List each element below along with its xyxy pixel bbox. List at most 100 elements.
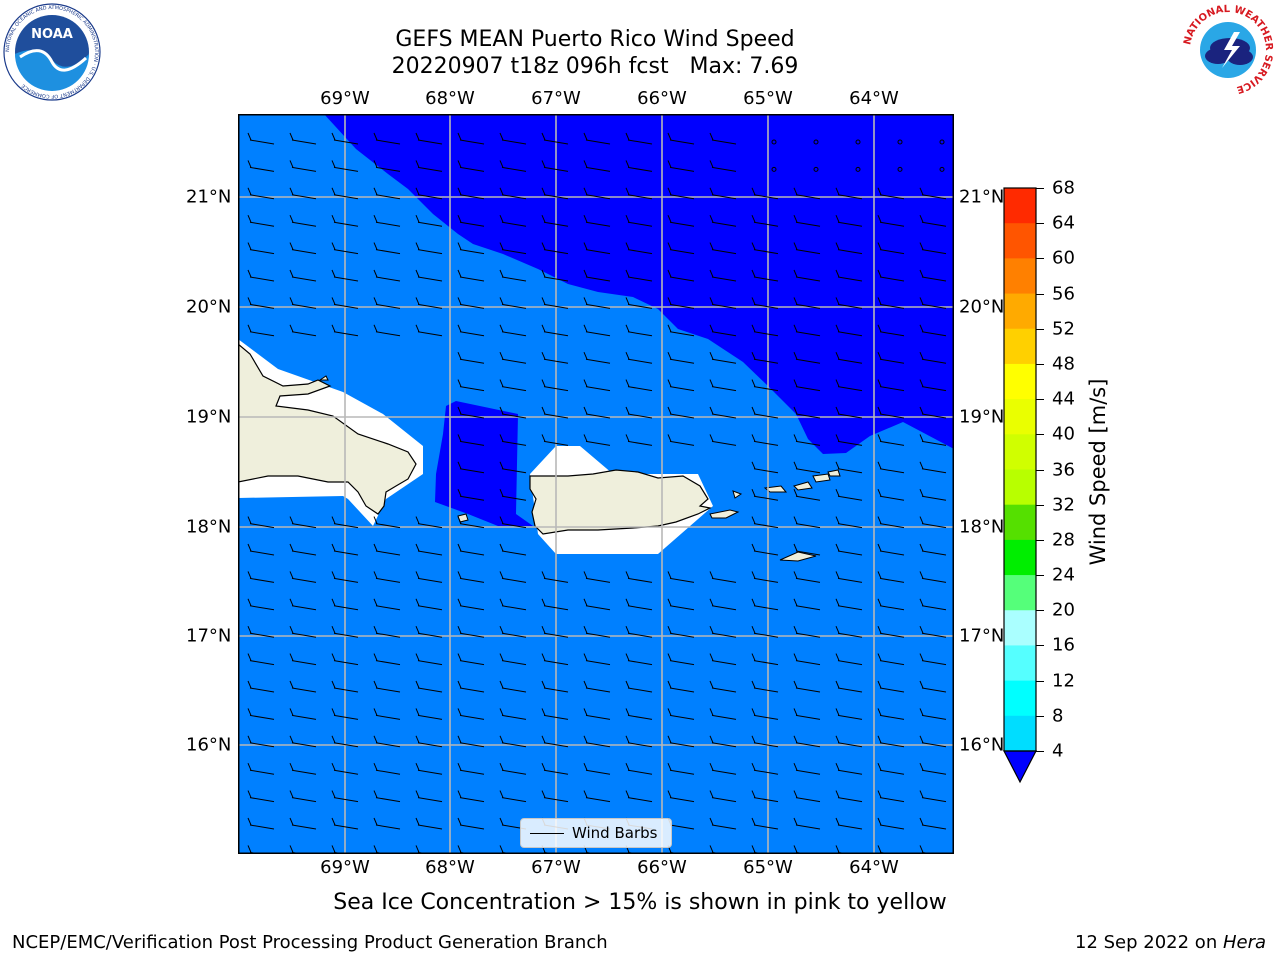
colorbar-tick-mark <box>1036 575 1044 577</box>
lon-label-top: 68°W <box>425 88 475 109</box>
land-small-island <box>793 481 813 491</box>
wind-barb <box>835 516 863 529</box>
wind-barb <box>331 763 359 775</box>
wind-barb <box>415 653 443 666</box>
wind-barb <box>919 489 947 501</box>
wind-barb <box>919 379 947 392</box>
colorbar-block <box>1004 293 1036 330</box>
wind-barb <box>835 461 863 474</box>
wind-barb <box>457 242 485 255</box>
wind-barb <box>541 680 569 693</box>
wind-barb <box>667 242 695 255</box>
colorbar-tick-label: 8 <box>1052 705 1064 727</box>
wind-barb <box>499 543 527 556</box>
wind-barb <box>247 516 275 529</box>
wind-barb <box>415 763 443 775</box>
wind-barb <box>793 434 821 446</box>
wind-barb <box>541 187 569 200</box>
wind-barb <box>247 817 275 830</box>
wind-barb <box>919 242 947 255</box>
chart-title-line-2: 20220907 t18z 096h fcst Max: 7.69 <box>391 54 799 79</box>
wind-barb <box>667 790 695 803</box>
wind-barb <box>583 571 611 583</box>
wind-barb <box>877 598 905 611</box>
wind-barb <box>919 626 947 638</box>
wind-barb <box>415 215 443 227</box>
wind-barb <box>247 763 275 775</box>
wind-barb <box>835 735 863 748</box>
wind-barb <box>813 166 819 172</box>
wind-barb <box>415 598 443 611</box>
wind-barb <box>247 215 275 227</box>
wind-barb <box>499 406 527 419</box>
wind-barb <box>625 571 653 583</box>
wind-barb <box>373 817 401 830</box>
wind-barb <box>247 297 275 309</box>
colorbar-tick-label: 32 <box>1052 494 1075 516</box>
wind-barb <box>541 297 569 309</box>
wind-barb <box>751 763 779 775</box>
wind-barb <box>289 543 317 556</box>
wind-barb <box>499 269 527 282</box>
wind-barb <box>457 790 485 803</box>
wind-barb <box>373 571 401 583</box>
wind-barb <box>541 242 569 255</box>
wind-barb <box>541 434 569 446</box>
wind-barb <box>751 708 779 720</box>
wind-barb <box>751 626 779 638</box>
land-small-island <box>827 469 841 477</box>
colorbar-tick-mark <box>1036 328 1044 330</box>
wind-barb <box>415 626 443 638</box>
wind-barb <box>709 269 737 282</box>
wind-barb <box>541 790 569 803</box>
wind-barb <box>499 434 527 446</box>
wind-barb <box>709 708 737 720</box>
wind-barb <box>499 653 527 666</box>
wind-barb <box>667 653 695 666</box>
wind-barb <box>499 132 527 145</box>
wind-barb <box>625 269 653 282</box>
wind-barb <box>415 571 443 583</box>
wind-barb <box>751 461 779 474</box>
wind-barb <box>625 215 653 227</box>
wind-barb <box>415 297 443 309</box>
wind-barb <box>919 324 947 337</box>
colorbar-block <box>1004 504 1036 541</box>
wind-barb <box>541 653 569 666</box>
wind-barb <box>919 543 947 556</box>
lat-label-right: 18°N <box>959 516 1005 538</box>
wind-barb <box>877 763 905 775</box>
lat-label-right: 16°N <box>959 734 1005 756</box>
legend-label: Wind Barbs <box>572 824 658 842</box>
wind-barb <box>583 297 611 309</box>
wind-barb <box>247 708 275 720</box>
wind-barb <box>415 817 443 830</box>
wind-barb <box>667 680 695 693</box>
wind-barb <box>331 187 359 200</box>
wind-barb <box>709 790 737 803</box>
wind-barb <box>247 626 275 638</box>
lon-label-top: 65°W <box>743 88 793 109</box>
wind-barb <box>625 132 653 145</box>
wind-barb <box>835 653 863 666</box>
wind-barb <box>625 626 653 638</box>
wind-barb <box>793 352 821 364</box>
lon-label-bottom: 66°W <box>637 857 687 878</box>
wind-barb <box>625 653 653 666</box>
wind-barb <box>625 763 653 775</box>
wind-barb <box>373 269 401 282</box>
wind-barb <box>877 680 905 693</box>
wind-barb <box>541 324 569 337</box>
legend: Wind Barbs <box>520 818 672 848</box>
wind-barb <box>331 735 359 748</box>
wind-barb <box>541 406 569 419</box>
wind-barb <box>583 187 611 200</box>
wind-barb <box>835 680 863 693</box>
wind-barb <box>373 516 401 529</box>
wind-barb <box>415 708 443 720</box>
wind-barb <box>877 571 905 583</box>
wind-barb <box>457 571 485 583</box>
wind-barb <box>793 269 821 282</box>
map-border <box>238 114 954 854</box>
wind-barb <box>415 160 443 172</box>
